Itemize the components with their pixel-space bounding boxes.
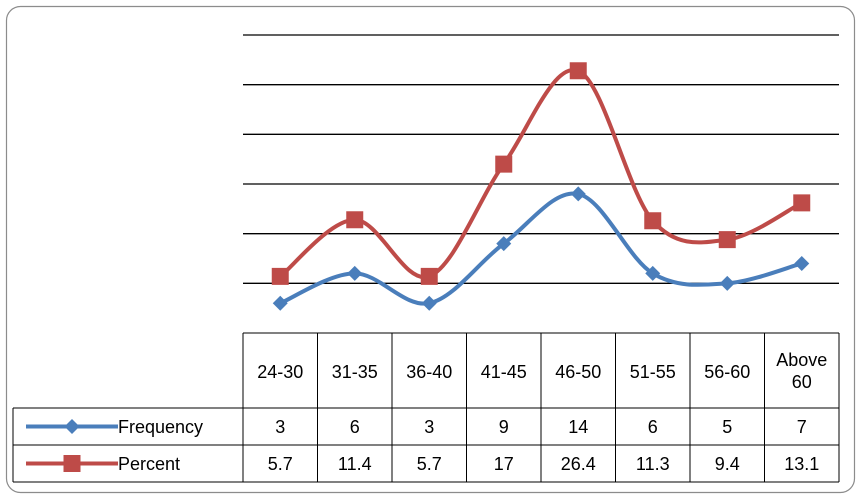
data-point <box>719 275 735 291</box>
category-label: 51-55 <box>630 362 676 382</box>
data-point <box>496 236 512 252</box>
data-point <box>495 155 513 173</box>
category-label: 31-35 <box>332 362 378 382</box>
table-cell-value: 5.7 <box>417 454 442 474</box>
legend-marker-diamond <box>64 419 80 434</box>
legend-label: Percent <box>118 454 180 474</box>
table-cell-value: 26.4 <box>561 454 596 474</box>
table-cell-value: 9.4 <box>715 454 740 474</box>
data-point <box>569 62 587 80</box>
data-table: 24-30 31-35 36-40 41-45 46-50 51-55 56-60 Above… <box>12 332 840 483</box>
legend-entry: Frequency <box>26 417 203 437</box>
data-point <box>718 231 736 249</box>
legend-label: Frequency <box>118 417 203 437</box>
series-lines <box>271 62 811 311</box>
table-cell-value: 13.1 <box>784 454 819 474</box>
series-line <box>278 67 803 280</box>
category-label-line: Above <box>776 350 827 370</box>
legend-marker-square <box>63 455 81 472</box>
legend-entry: Percent <box>26 454 180 474</box>
data-point <box>271 267 289 285</box>
category-label: 56-60 <box>704 362 750 382</box>
data-point <box>570 186 586 202</box>
data-point <box>794 255 810 271</box>
category-label: 36-40 <box>406 362 452 382</box>
series-frequency <box>272 186 810 311</box>
data-point <box>421 295 437 311</box>
table-cell-value: 3 <box>424 417 434 437</box>
table-cell-value: 3 <box>275 417 285 437</box>
data-point <box>644 212 662 230</box>
series-line <box>279 191 803 306</box>
series-percent <box>271 62 811 285</box>
table-cell-value: 5.7 <box>268 454 293 474</box>
data-point <box>793 194 811 212</box>
data-point <box>420 267 438 285</box>
data-point <box>272 295 288 311</box>
category-label: Above 60 <box>776 350 827 392</box>
table-cell-value: 11.4 <box>338 454 372 474</box>
category-label: 41-45 <box>481 362 527 382</box>
table-cell-value: 11.3 <box>636 454 670 474</box>
category-label-line: 60 <box>792 372 812 392</box>
data-point <box>645 265 661 281</box>
category-label: 24-30 <box>257 362 303 382</box>
table-cell-value: 9 <box>499 417 509 437</box>
table-cell-value: 6 <box>350 417 360 437</box>
table-cell-value: 7 <box>797 417 807 437</box>
data-point <box>346 211 364 229</box>
table-cell-value: 14 <box>568 417 588 437</box>
table-cell-value: 5 <box>722 417 732 437</box>
data-point <box>347 265 363 281</box>
chart-frame <box>5 5 856 494</box>
gridlines <box>243 34 839 284</box>
table-cell-value: 6 <box>648 417 658 437</box>
category-label: 46-50 <box>555 362 601 382</box>
table-cell-value: 17 <box>494 454 514 474</box>
